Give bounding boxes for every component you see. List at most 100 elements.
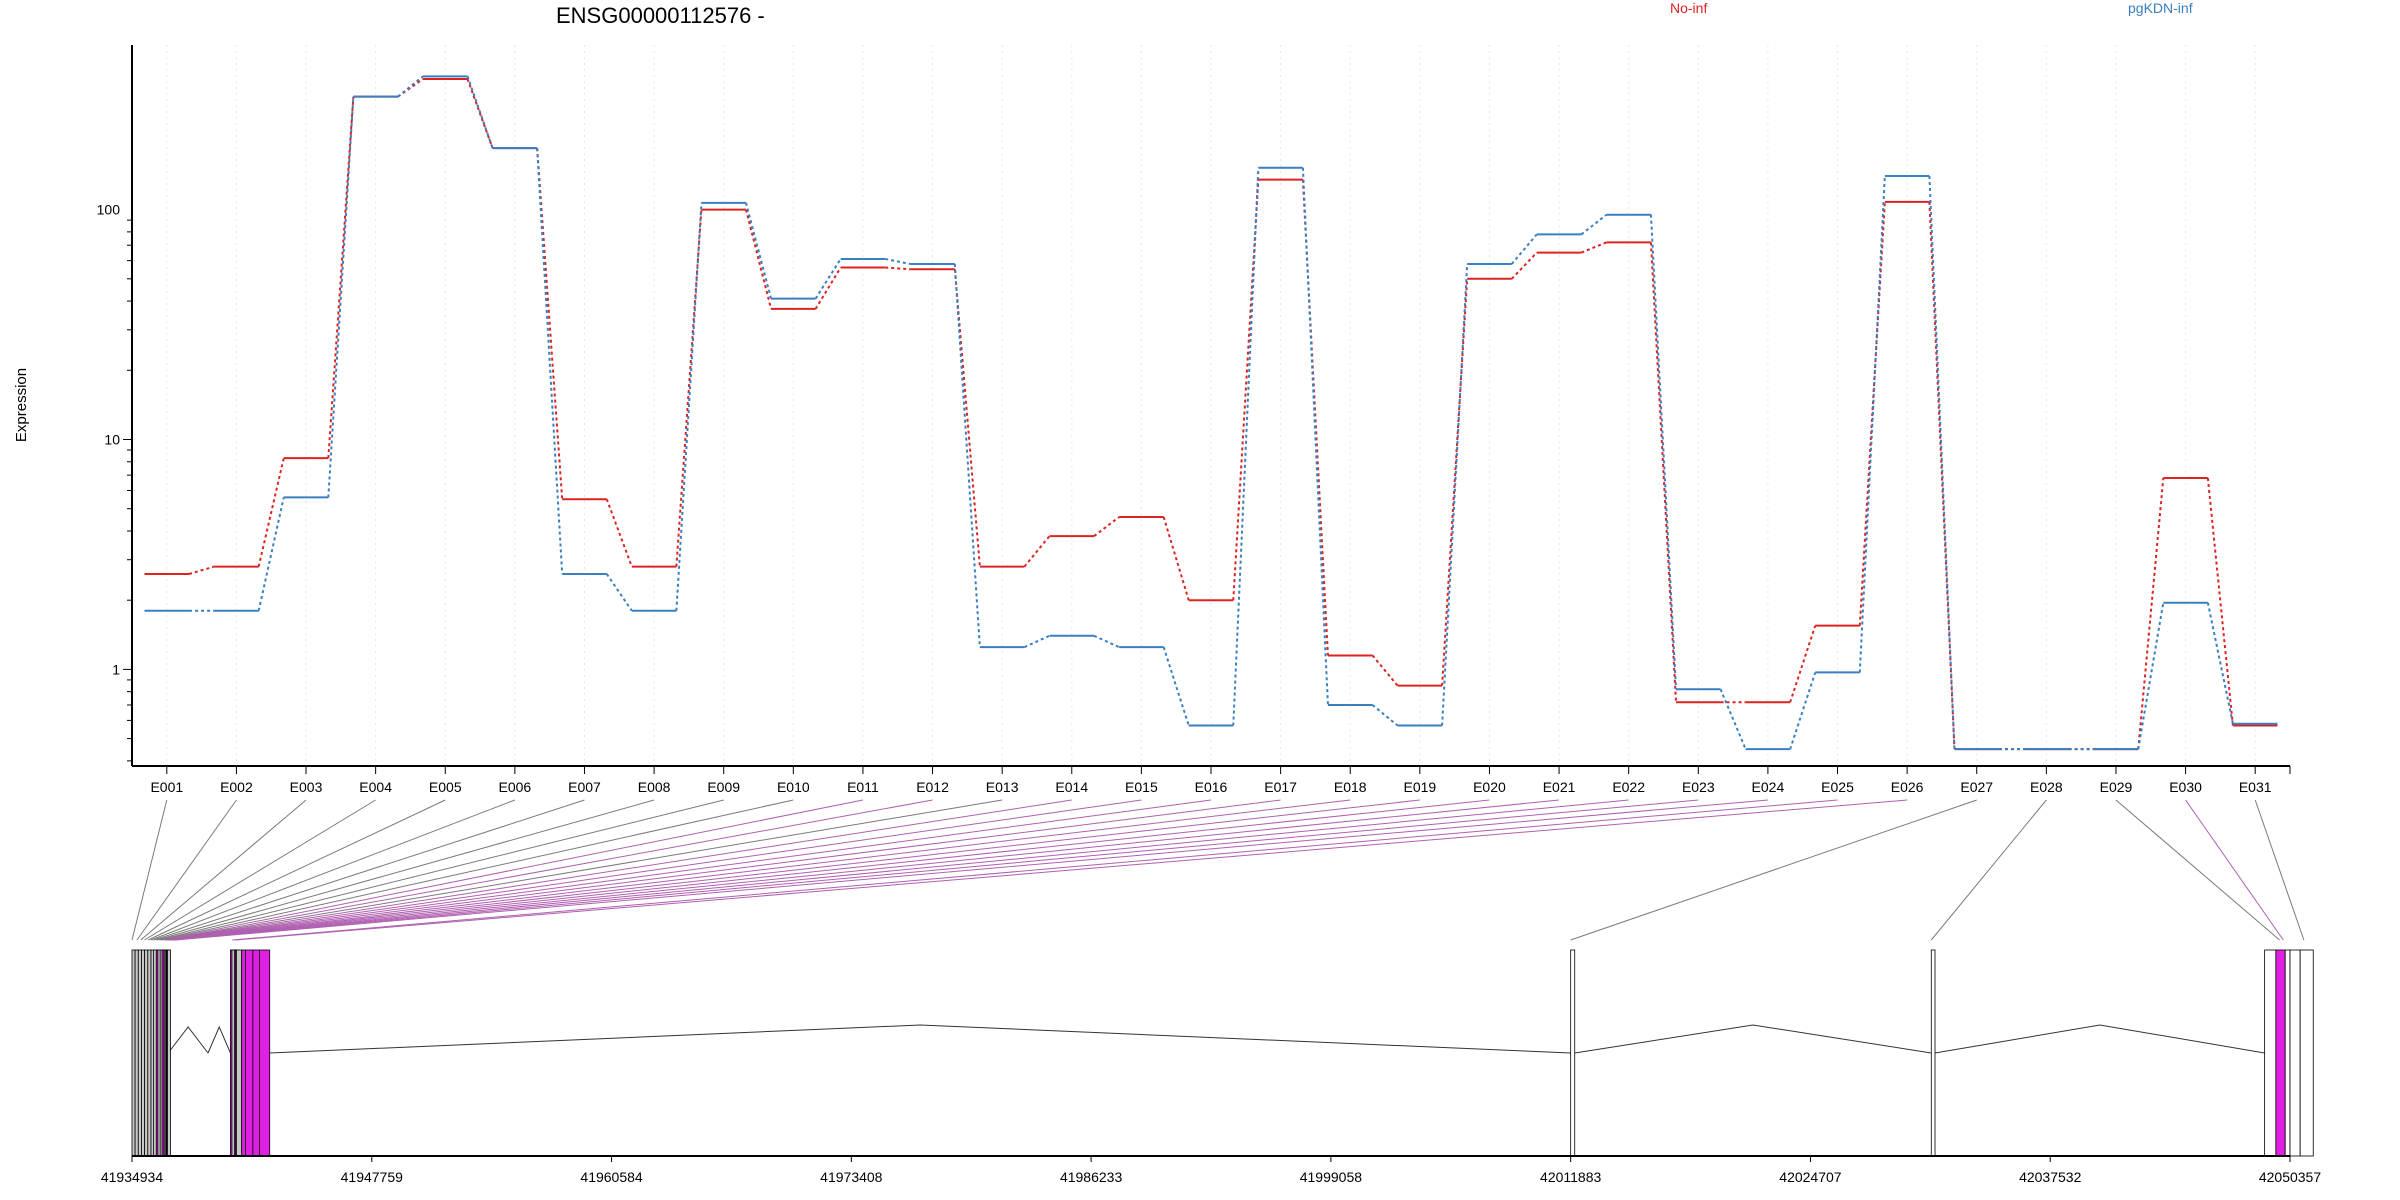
series-connector — [1371, 654, 1399, 687]
exon-box — [2289, 949, 2301, 1157]
x-tick-label: E031 — [2239, 779, 2272, 795]
connector — [140, 799, 307, 941]
chart-title: ENSG00000112576 - — [556, 3, 765, 28]
connector-highlighted — [171, 799, 1490, 941]
connector — [131, 799, 168, 941]
series-connector — [536, 148, 564, 575]
series-connector — [2137, 477, 2165, 750]
series-connector — [327, 96, 355, 498]
y-axis-label: Expression — [13, 368, 30, 442]
series-connector — [1789, 672, 1817, 750]
exon-box-highlighted — [241, 949, 246, 1157]
series-connector — [1301, 179, 1329, 656]
exon-box — [167, 949, 171, 1157]
connector — [156, 799, 655, 941]
plot-axes: 1 10 100 E001 E002 E003 E004 E005 E006 E007 E008 E0… — [97, 45, 2291, 795]
genome-coordinate-label: 41999058 — [1300, 1169, 1363, 1185]
series-connector — [1024, 634, 1050, 649]
series-connector — [1858, 175, 1886, 673]
x-tick-label: E030 — [2169, 779, 2202, 795]
genome-coordinate-label: 41986233 — [1060, 1169, 1123, 1185]
series-connector — [814, 266, 842, 310]
series-connector — [1441, 263, 1469, 726]
x-tick-label: E012 — [916, 779, 949, 795]
series-connector — [397, 78, 424, 98]
connector-highlighted — [166, 799, 1072, 941]
series-connector — [1510, 233, 1538, 265]
intron-line — [1574, 1024, 1932, 1054]
series-connector — [675, 202, 703, 611]
exon-box — [236, 949, 243, 1157]
x-tick-label: E025 — [1821, 779, 1854, 795]
series-connector — [1023, 535, 1051, 568]
series-connector — [814, 258, 842, 300]
series-connector — [397, 75, 424, 98]
series-no-inf — [144, 77, 2278, 751]
series-connector — [2137, 602, 2165, 750]
exon-box — [2264, 949, 2277, 1157]
exon-box — [1930, 949, 1936, 1157]
x-tick-label: E015 — [1125, 779, 1158, 795]
intron-line — [1934, 1024, 2265, 1054]
x-tick-label: E020 — [1473, 779, 1506, 795]
connector-highlighted — [172, 799, 1560, 941]
x-tick-label: E019 — [1403, 779, 1436, 795]
series-connector — [1371, 704, 1399, 727]
x-tick-label: E022 — [1612, 779, 1645, 795]
series-connector — [257, 457, 285, 567]
gene-model — [131, 949, 2314, 1157]
series-connector — [605, 498, 633, 567]
x-tick-label: E013 — [986, 779, 1019, 795]
x-tick-label: E009 — [707, 779, 740, 795]
exon-box-highlighted — [259, 949, 271, 1157]
y-tick-label: 1 — [112, 661, 120, 677]
x-tick-label: E014 — [1055, 779, 1088, 795]
connector-highlighted — [232, 799, 1838, 941]
x-tick-label: E002 — [220, 779, 253, 795]
x-tick-label: E024 — [1752, 779, 1785, 795]
connector — [144, 799, 376, 941]
series-connector — [745, 202, 773, 299]
x-tick-label: E023 — [1682, 779, 1715, 795]
series-connector — [1301, 167, 1329, 706]
series-connector — [1719, 688, 1747, 750]
legend-no-inf: No-inf — [1670, 0, 1707, 16]
connector-highlighted — [236, 799, 1908, 941]
intron-line — [167, 1026, 209, 1054]
x-tick-label: E003 — [290, 779, 323, 795]
x-tick-label: E008 — [638, 779, 671, 795]
series-connector — [1789, 625, 1817, 703]
series-connector — [1162, 646, 1190, 726]
exon-box — [144, 949, 149, 1157]
exon-box — [131, 949, 136, 1157]
connector-highlighted — [164, 799, 933, 941]
connector — [159, 799, 724, 941]
connector-highlighted — [167, 799, 1142, 941]
series-connector — [1580, 213, 1608, 236]
x-tick-label: E018 — [1334, 779, 1367, 795]
exon-box — [137, 949, 142, 1157]
genome-coordinate-label: 41973408 — [820, 1169, 883, 1185]
x-tick-label: E029 — [2100, 779, 2133, 795]
series-connector — [885, 257, 911, 265]
connector-highlighted — [168, 799, 1281, 941]
exon-box — [134, 949, 139, 1157]
genome-coordinate-label: 42050357 — [2259, 1169, 2322, 1185]
series-connector — [1232, 179, 1260, 601]
series-connector — [1093, 634, 1120, 649]
series-connector — [1580, 241, 1607, 254]
exon-box — [2299, 949, 2314, 1157]
series-connector — [2206, 477, 2234, 726]
exon-box — [147, 949, 152, 1157]
intron-line — [269, 1024, 1571, 1054]
x-tick-label: E007 — [568, 779, 601, 795]
genome-axis: 41934934 41947759 41960584 41973408 41986233… — [101, 1155, 2322, 1185]
series-connector — [1511, 251, 1538, 280]
series-connector — [327, 96, 355, 459]
exon-box-highlighted — [2275, 949, 2286, 1157]
grid-lines — [166, 45, 2256, 766]
connector-highlighted — [169, 799, 1351, 941]
exon-connectors — [131, 799, 2305, 941]
exon-box — [1570, 949, 1576, 1157]
